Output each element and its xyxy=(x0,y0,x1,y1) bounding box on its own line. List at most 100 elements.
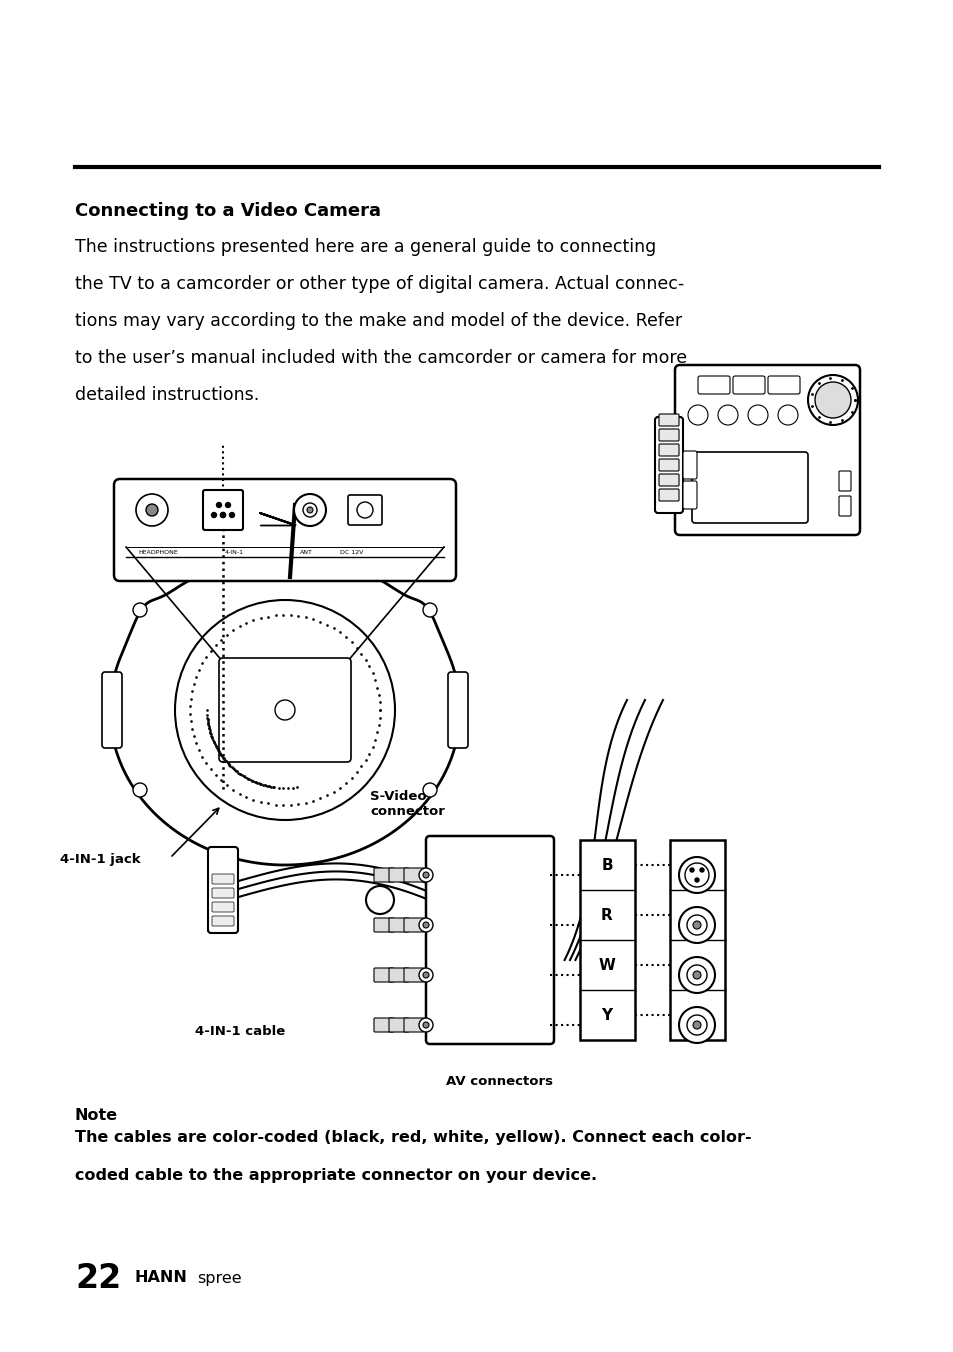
Text: Connecting to a Video Camera: Connecting to a Video Camera xyxy=(75,201,380,220)
Circle shape xyxy=(718,406,738,425)
FancyBboxPatch shape xyxy=(675,365,859,535)
Text: 4-IN-1 jack: 4-IN-1 jack xyxy=(60,853,140,867)
Text: HANN: HANN xyxy=(135,1271,188,1286)
Circle shape xyxy=(687,406,707,425)
FancyBboxPatch shape xyxy=(212,917,233,926)
FancyBboxPatch shape xyxy=(732,376,764,393)
Text: 4-IN-1: 4-IN-1 xyxy=(225,550,244,556)
FancyBboxPatch shape xyxy=(389,1018,409,1032)
Text: S-Video
connector: S-Video connector xyxy=(370,790,444,818)
Circle shape xyxy=(303,503,316,516)
Circle shape xyxy=(146,504,158,516)
Circle shape xyxy=(230,512,234,518)
Circle shape xyxy=(220,512,225,518)
FancyBboxPatch shape xyxy=(389,868,409,882)
Text: 22: 22 xyxy=(75,1261,121,1294)
Circle shape xyxy=(814,383,850,418)
Circle shape xyxy=(778,406,797,425)
Circle shape xyxy=(174,600,395,821)
Text: AV connectors: AV connectors xyxy=(446,1075,553,1088)
FancyBboxPatch shape xyxy=(659,443,679,456)
Circle shape xyxy=(418,1018,433,1032)
Circle shape xyxy=(356,502,373,518)
Polygon shape xyxy=(110,566,459,865)
Circle shape xyxy=(807,375,857,425)
FancyBboxPatch shape xyxy=(669,840,724,1040)
FancyBboxPatch shape xyxy=(403,1018,423,1032)
FancyBboxPatch shape xyxy=(426,836,554,1044)
Circle shape xyxy=(132,603,147,617)
Circle shape xyxy=(220,512,225,518)
Text: tions may vary according to the make and model of the device. Refer: tions may vary according to the make and… xyxy=(75,312,681,330)
Circle shape xyxy=(684,863,708,887)
FancyBboxPatch shape xyxy=(212,873,233,884)
Text: to the user’s manual included with the camcorder or camera for more: to the user’s manual included with the c… xyxy=(75,349,686,366)
Circle shape xyxy=(422,922,429,927)
Circle shape xyxy=(307,507,313,512)
FancyBboxPatch shape xyxy=(403,968,423,982)
Text: coded cable to the appropriate connector on your device.: coded cable to the appropriate connector… xyxy=(75,1168,597,1183)
FancyBboxPatch shape xyxy=(219,658,351,763)
Text: The instructions presented here are a general guide to connecting: The instructions presented here are a ge… xyxy=(75,238,656,256)
Text: spree: spree xyxy=(196,1271,241,1286)
FancyBboxPatch shape xyxy=(659,429,679,441)
FancyBboxPatch shape xyxy=(655,416,682,512)
Circle shape xyxy=(692,1021,700,1029)
Text: DC 12V: DC 12V xyxy=(339,550,363,556)
FancyBboxPatch shape xyxy=(113,479,456,581)
Circle shape xyxy=(692,921,700,929)
FancyBboxPatch shape xyxy=(403,918,423,932)
FancyBboxPatch shape xyxy=(212,888,233,898)
Circle shape xyxy=(686,1015,706,1036)
Circle shape xyxy=(679,957,714,992)
FancyBboxPatch shape xyxy=(838,496,850,516)
FancyBboxPatch shape xyxy=(389,968,409,982)
Text: Y: Y xyxy=(600,1007,612,1022)
Circle shape xyxy=(422,872,429,877)
Circle shape xyxy=(695,877,699,882)
Circle shape xyxy=(422,1022,429,1028)
Circle shape xyxy=(132,783,147,796)
FancyBboxPatch shape xyxy=(389,918,409,932)
FancyBboxPatch shape xyxy=(579,840,635,1040)
Circle shape xyxy=(212,512,216,518)
Text: HEADPHONE: HEADPHONE xyxy=(138,550,177,556)
FancyBboxPatch shape xyxy=(698,376,729,393)
FancyBboxPatch shape xyxy=(374,1018,394,1032)
Circle shape xyxy=(366,886,394,914)
FancyBboxPatch shape xyxy=(212,902,233,913)
FancyBboxPatch shape xyxy=(374,918,394,932)
Circle shape xyxy=(136,493,168,526)
FancyBboxPatch shape xyxy=(203,489,243,530)
Text: The cables are color-coded (black, red, white, yellow). Connect each color-: The cables are color-coded (black, red, … xyxy=(75,1130,751,1145)
FancyBboxPatch shape xyxy=(403,868,423,882)
Text: W: W xyxy=(598,957,615,972)
Circle shape xyxy=(747,406,767,425)
FancyBboxPatch shape xyxy=(767,376,800,393)
FancyBboxPatch shape xyxy=(374,968,394,982)
FancyBboxPatch shape xyxy=(102,672,122,748)
FancyBboxPatch shape xyxy=(682,452,697,479)
Circle shape xyxy=(418,968,433,982)
Circle shape xyxy=(418,868,433,882)
Circle shape xyxy=(294,493,326,526)
FancyBboxPatch shape xyxy=(374,868,394,882)
FancyBboxPatch shape xyxy=(659,475,679,485)
Circle shape xyxy=(679,1007,714,1042)
Circle shape xyxy=(679,907,714,942)
Circle shape xyxy=(689,868,693,872)
FancyBboxPatch shape xyxy=(659,414,679,426)
Circle shape xyxy=(686,915,706,936)
Circle shape xyxy=(418,918,433,932)
Circle shape xyxy=(700,868,703,872)
Circle shape xyxy=(274,700,294,721)
Text: R: R xyxy=(600,907,612,922)
Circle shape xyxy=(686,965,706,986)
FancyBboxPatch shape xyxy=(691,452,807,523)
Text: detailed instructions.: detailed instructions. xyxy=(75,387,259,404)
Text: Note: Note xyxy=(75,1109,118,1124)
FancyBboxPatch shape xyxy=(659,458,679,470)
Circle shape xyxy=(422,783,436,796)
FancyBboxPatch shape xyxy=(838,470,850,491)
FancyBboxPatch shape xyxy=(208,846,237,933)
